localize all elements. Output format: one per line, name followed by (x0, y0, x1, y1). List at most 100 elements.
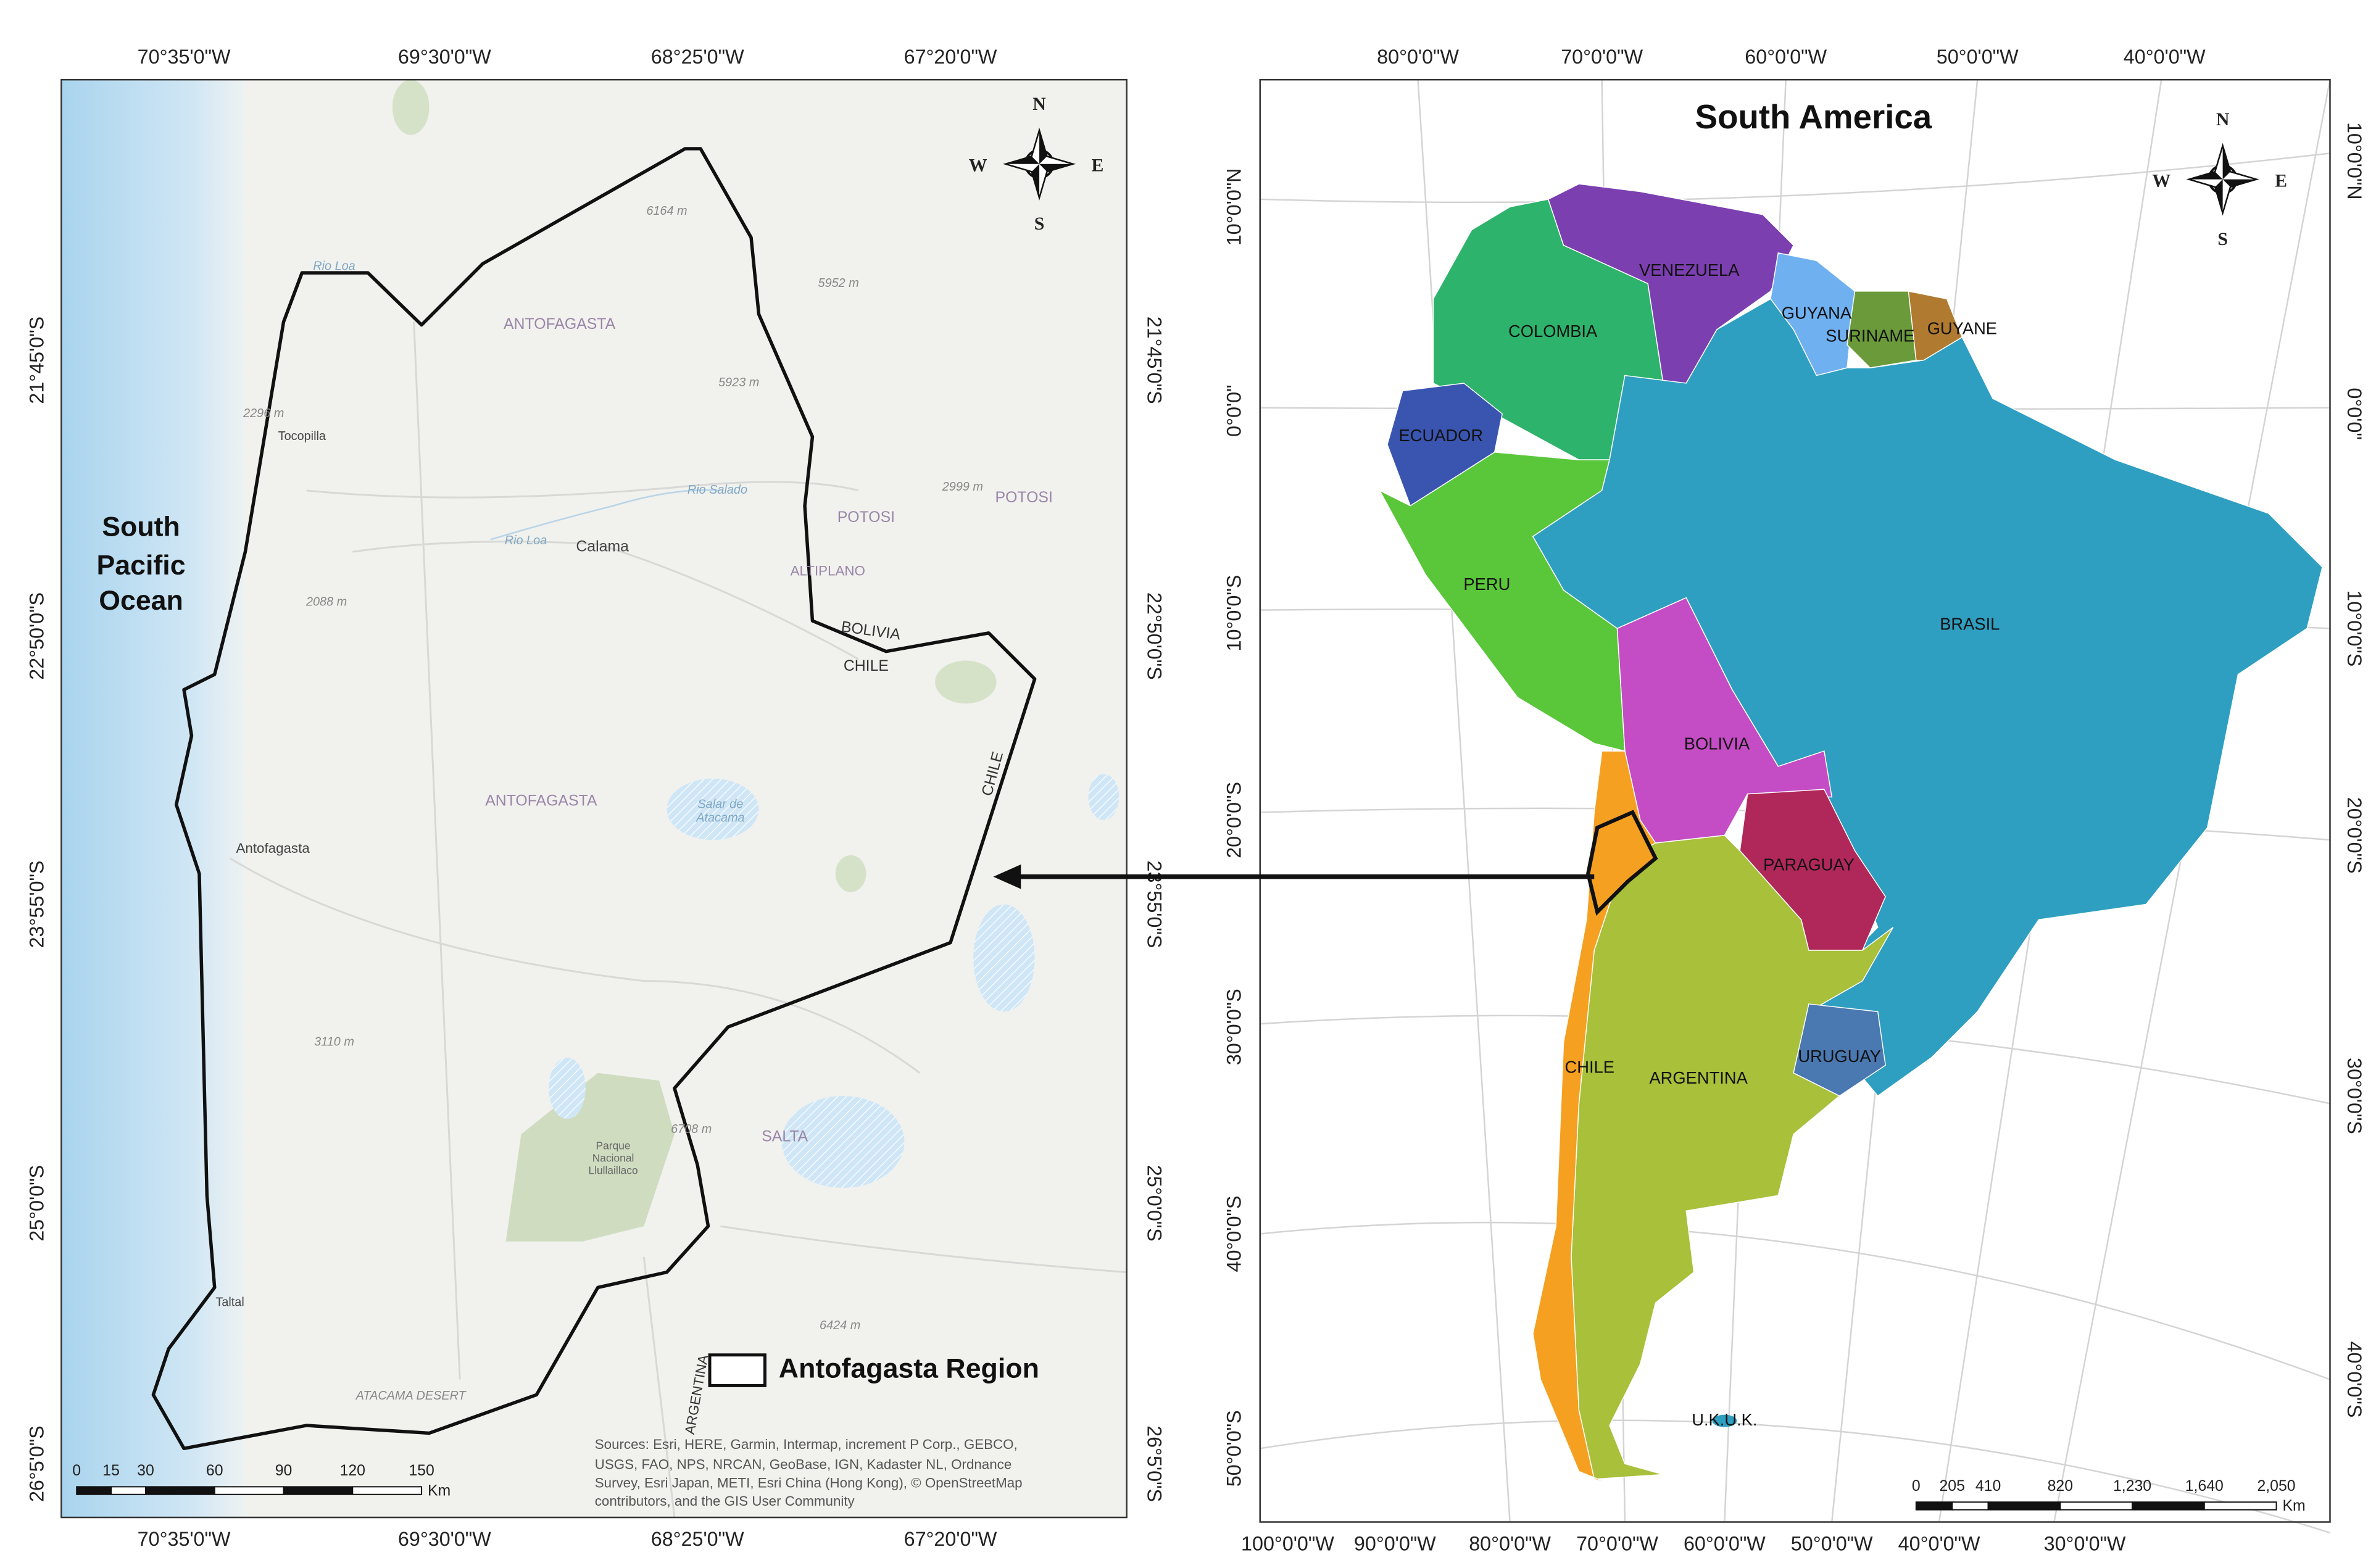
place-label: 2999 m (942, 480, 983, 494)
lon-label-top: 70°35'0"W (138, 46, 231, 68)
scale-segment (352, 1486, 423, 1495)
park-area (505, 1072, 675, 1242)
sa-lat-label-left: 10°0'0"S (1223, 575, 1245, 652)
sa-lat-label-right: 10°0'0"N (2343, 122, 2366, 200)
place-label: Salar de (697, 797, 743, 811)
scale-segment (2203, 1501, 2277, 1511)
sa-lon-label-bottom: 60°0'0"W (1684, 1532, 1766, 1554)
sa-lat-label-right: 40°0'0"S (2343, 1342, 2366, 1418)
lat-label-left: 25°0'0"S (26, 1165, 48, 1242)
road (413, 321, 461, 1380)
country-label: GUYANA (1782, 303, 1852, 322)
country-label: VENEZUELA (1639, 260, 1740, 280)
lat-label-left: 21°45'0"S (26, 317, 48, 404)
country-label: COLOMBIA (1508, 321, 1598, 341)
compass-n: N (2216, 109, 2230, 130)
compass-e: E (1092, 156, 1104, 176)
scale-tick-label: 1,230 (2113, 1478, 2151, 1495)
country-label: CHILE (1565, 1057, 1614, 1076)
road (306, 481, 859, 499)
scale-tick-label: 15 (102, 1462, 120, 1479)
place-label: Parque (596, 1140, 631, 1152)
ocean-label: South (102, 512, 180, 542)
falklands (1712, 1414, 1737, 1427)
sources-text: Sources: Esri, HERE, Garmin, Intermap, i… (595, 1437, 1018, 1452)
sa-lat-label-left: 40°0'0"S (1223, 1196, 1245, 1272)
place-label: Rio Loa (313, 259, 355, 273)
sa-lon-label-bottom: 100°0'0"W (1241, 1532, 1334, 1554)
scale-segment (110, 1486, 146, 1495)
graticule-parallel (1260, 1221, 2330, 1380)
map-frame (60, 78, 1128, 1519)
sa-lon-label-bottom: 40°0'0"W (1898, 1532, 1980, 1554)
country-uruguay (1793, 1003, 1886, 1097)
place-label: CHILE (844, 658, 889, 674)
north-arrow (2186, 143, 2259, 216)
scale-unit: Km (2282, 1498, 2305, 1514)
place-label: ALTIPLANO (791, 563, 865, 578)
country-label: ARGENTINA (1649, 1068, 1748, 1087)
scale-segment (283, 1486, 354, 1495)
place-label: Atacama (696, 811, 744, 825)
place-label: Antofagasta (236, 840, 310, 856)
sa-lon-label-bottom: 90°0'0"W (1354, 1532, 1436, 1554)
sa-lon-label-top: 70°0'0"W (1561, 46, 1643, 68)
lon-label-top: 69°30'0"W (398, 46, 491, 68)
lon-label-bottom: 68°25'0"W (651, 1528, 744, 1550)
sa-lat-label-right: 0°0'0" (2343, 388, 2366, 439)
antofagasta-region-boundary (151, 147, 1037, 1450)
road (229, 857, 921, 1074)
antofagasta-highlight (1586, 810, 1658, 916)
place-label: ANTOFAGASTA (485, 793, 597, 810)
lat-label-left: 22°50'0"S (26, 592, 48, 680)
place-label: Llullaillaco (588, 1164, 638, 1176)
scale-tick-label: 120 (340, 1462, 365, 1479)
lat-label-right: 21°45'0"S (1143, 317, 1165, 404)
compass-e: E (2275, 170, 2287, 191)
country-label: ECUADOR (1399, 426, 1484, 445)
sa-lon-label-top: 80°0'0"W (1377, 46, 1459, 68)
country-chile (1532, 750, 1656, 1488)
lat-label-right: 22°50'0"S (1143, 592, 1165, 680)
lon-label-top: 67°20'0"W (904, 46, 997, 68)
salt-flat (549, 1057, 586, 1119)
sa-lat-label-left: 50°0'0"S (1223, 1410, 1245, 1487)
ocean-label: Pacific (96, 550, 185, 581)
scale-segment (1951, 1501, 1989, 1511)
sa-lat-label-left: 30°0'0"S (1223, 989, 1245, 1065)
sa-lat-label-left: 0°0'0" (1223, 384, 1245, 436)
legend-label: Antofagasta Region (779, 1353, 1039, 1383)
salt-flat (667, 778, 759, 840)
scale-segment (1987, 1501, 2061, 1511)
country-label: SURINAME (1826, 326, 1914, 346)
salt-flat (1088, 774, 1119, 820)
scale-tick-label: 410 (1975, 1478, 2001, 1495)
road (720, 1225, 1127, 1274)
lon-label-bottom: 69°30'0"W (398, 1528, 491, 1550)
country-suriname (1846, 291, 1917, 368)
place-label: Calama (576, 538, 629, 555)
scale-tick-label: 0 (72, 1462, 81, 1479)
compass-s: S (2217, 229, 2228, 249)
lon-label-bottom: 67°20'0"W (904, 1528, 997, 1550)
sa-lat-label-left: 10°0'0"N (1223, 168, 1245, 246)
sa-lon-label-top: 50°0'0"W (1937, 46, 2019, 68)
sa-lon-label-bottom: 70°0'0"W (1576, 1532, 1658, 1554)
sa-lon-label-top: 60°0'0"W (1745, 46, 1827, 68)
lat-label-left: 26°5'0"S (26, 1425, 48, 1502)
place-label: 2088 m (305, 595, 347, 608)
country-label: BRASIL (1940, 615, 2000, 634)
graticule-parallel (1260, 1419, 2330, 1534)
place-label: 5952 m (818, 276, 859, 290)
sources-text: Survey, Esri Japan, METI, Esri China (Ho… (595, 1475, 1023, 1490)
lat-label-right: 25°0'0"S (1143, 1165, 1165, 1242)
place-label: 6708 m (671, 1122, 712, 1136)
lat-label-right: 23°55'0"S (1143, 861, 1165, 948)
sources-text: contributors, and the GIS User Community (595, 1493, 855, 1509)
scale-segment (2132, 1501, 2205, 1511)
sa-lon-label-bottom: 50°0'0"W (1791, 1532, 1873, 1554)
sa-lon-label-bottom: 30°0'0"W (2044, 1532, 2126, 1554)
legend-swatch (708, 1353, 766, 1387)
lon-label-top: 68°25'0"W (651, 46, 744, 68)
